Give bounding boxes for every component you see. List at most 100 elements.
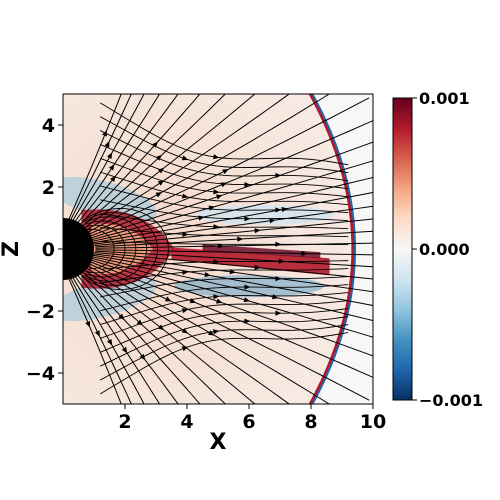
stream-arrow [275, 172, 282, 179]
y-tick-label: −2 [26, 301, 55, 323]
stream-arrow [155, 154, 162, 161]
bow-shock-edge [311, 94, 357, 404]
streamline [100, 276, 349, 298]
streamline [99, 102, 349, 166]
streamline [71, 264, 201, 404]
streamline [100, 143, 349, 190]
north-lobe-shading [63, 176, 157, 222]
stream-arrow [157, 180, 165, 186]
stream-arrow [272, 294, 279, 300]
stream-arrow [244, 216, 251, 222]
streamline [65, 94, 145, 232]
colorbar-tick-label: −0.001 [419, 391, 483, 410]
stream-arrow [213, 294, 220, 300]
streamline [100, 240, 349, 246]
streamline [94, 251, 373, 280]
stream-arrow [181, 155, 189, 161]
stream-arrow [215, 194, 223, 200]
streamline [95, 250, 373, 268]
stream-arrow [275, 241, 282, 247]
streamline [78, 94, 290, 236]
stream-arrow [254, 264, 261, 270]
south-lobe-shading [63, 276, 157, 322]
streamline [84, 259, 373, 378]
colorbar [392, 97, 413, 401]
streamline [93, 253, 373, 293]
x-tick-label: 2 [118, 411, 131, 433]
lower-sheet-shading [174, 275, 324, 298]
stream-arrow [244, 284, 251, 290]
dipole-loop [85, 220, 137, 278]
streamline [67, 94, 161, 233]
stream-arrow [182, 269, 189, 276]
stream-arrow [213, 329, 220, 335]
streamline [100, 284, 349, 312]
streamline [100, 199, 349, 222]
current-sheet-core [202, 244, 321, 259]
stream-arrow [244, 181, 251, 188]
stream-arrow [269, 218, 276, 224]
stream-arrow [213, 154, 220, 160]
streamline [73, 94, 226, 234]
streamline [94, 218, 373, 247]
x-tick-label: 10 [360, 411, 386, 433]
streamline [63, 266, 122, 404]
x-axis-label: X [210, 430, 227, 455]
inner-core-shading [90, 223, 153, 275]
streamline [100, 308, 349, 353]
stream-arrow [108, 164, 115, 171]
stream-arrow [152, 141, 158, 148]
stream-arrow [110, 175, 116, 183]
stream-arrow [106, 338, 113, 346]
streamline [80, 94, 331, 237]
stream-arrow [121, 346, 128, 354]
y-axis-label: Z [0, 241, 24, 257]
stream-arrow [155, 192, 163, 198]
stream-arrow [244, 318, 251, 324]
colorbar-ticks: 0.001 0.000 −0.001 [412, 89, 483, 410]
dipole-loop [85, 224, 126, 274]
dipole-loop [87, 228, 115, 270]
streamline [100, 227, 349, 238]
stream-arrow [164, 296, 172, 302]
bow-shock [308, 94, 355, 404]
stream-arrow [213, 224, 220, 230]
stream-arrow [213, 259, 220, 265]
streamline [92, 254, 373, 307]
stream-arrow [85, 320, 91, 328]
stream-arrow [207, 330, 215, 336]
stream-arrow [118, 313, 125, 320]
y-axis: 4 2 0 −2 −4 [26, 115, 63, 385]
stream-arrow [254, 228, 261, 234]
x-tick-label: 6 [242, 411, 255, 433]
colorbar-tick-label: 0.000 [419, 240, 470, 259]
dipole-loop [84, 216, 148, 282]
stream-arrow [204, 271, 211, 278]
streamlines [63, 94, 373, 404]
streamline [73, 264, 226, 404]
stream-arrow [243, 297, 251, 303]
stream-arrow [275, 276, 282, 282]
x-axis: 2 4 6 8 10 [118, 404, 386, 433]
stream-arrow [136, 319, 143, 326]
streamline [64, 94, 132, 232]
streamline [65, 266, 145, 404]
stream-arrow [275, 310, 282, 316]
planet [63, 218, 94, 280]
stream-arrow [217, 243, 224, 249]
streamline [100, 171, 349, 206]
streamline [64, 266, 132, 404]
streamline [93, 205, 373, 245]
streamline [100, 292, 349, 326]
y-tick-label: 2 [42, 177, 55, 199]
y-tick-label: −4 [26, 363, 55, 385]
streamline [100, 130, 349, 182]
y-tick-label: 4 [42, 115, 55, 137]
streamline [89, 257, 373, 338]
streamline [100, 157, 349, 198]
stream-arrow [213, 189, 220, 195]
dipole-loop [83, 212, 158, 286]
stream-arrow [181, 193, 189, 199]
streamline [67, 265, 161, 404]
streamline [99, 324, 349, 381]
